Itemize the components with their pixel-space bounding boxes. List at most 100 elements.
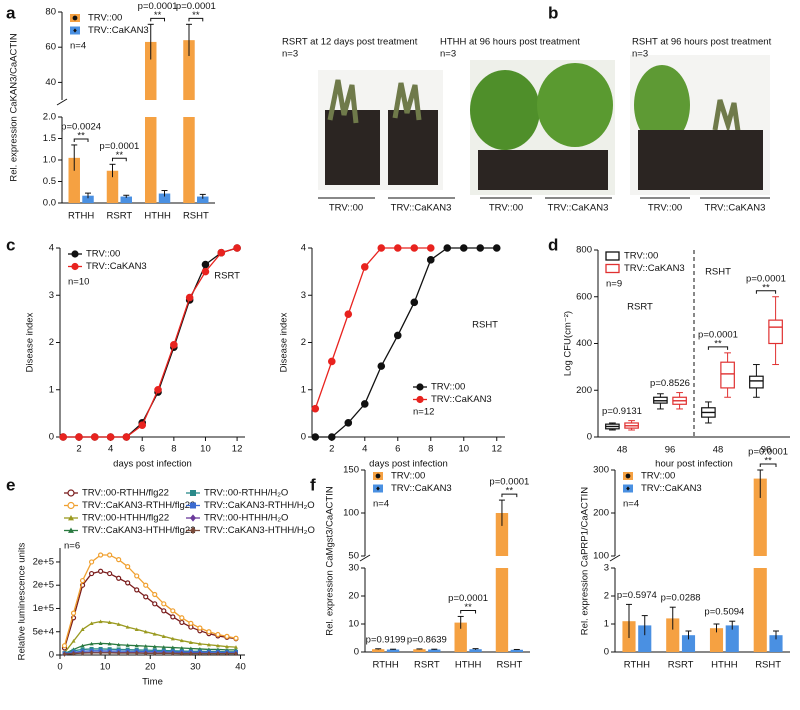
p-value: p=0.0001	[138, 1, 178, 12]
photo-caption: HTHH at 96 hours post treatment	[440, 37, 580, 48]
data-point	[170, 614, 176, 620]
x-tick-label: 10	[200, 444, 211, 455]
p-value: p=0.9199	[366, 634, 406, 645]
x-tick-label: RSRT	[414, 660, 440, 671]
group-label: RSRT	[627, 302, 653, 313]
legend-marker	[190, 490, 196, 496]
y-tick-label: 0	[49, 650, 54, 661]
data-point	[206, 642, 211, 647]
p-value: p=0.0024	[61, 121, 101, 132]
x-tick-label: 8	[171, 444, 176, 455]
sample-size: n=4	[373, 499, 389, 510]
data-point	[161, 645, 166, 649]
significance-bracket	[460, 609, 477, 614]
legend-marker	[71, 250, 79, 258]
data-point	[185, 293, 194, 302]
significance-stars: **	[762, 282, 770, 293]
x-tick-label: 4	[362, 444, 367, 455]
series-line	[315, 247, 497, 438]
y-tick-label: 100	[593, 551, 609, 562]
y-tick-label: 1e+5	[33, 603, 54, 614]
data-point	[138, 421, 147, 429]
x-tick-label: 10	[458, 444, 469, 455]
photo-caption: RSRT at 12 days post treatment	[282, 37, 418, 48]
data-point	[98, 619, 103, 624]
pot	[638, 130, 763, 190]
y-tick-label: 0.0	[43, 198, 56, 209]
plant	[470, 70, 540, 150]
photo-label: TRV::CaKAN3	[548, 203, 609, 214]
bar	[753, 568, 767, 652]
x-tick-label: 12	[491, 444, 502, 455]
data-point	[116, 575, 122, 581]
sample-size: n=3	[632, 49, 648, 60]
box	[749, 375, 764, 389]
legend-marker	[73, 28, 77, 33]
y-axis-label: Rel. expression CaKAN3/CaACTIN	[9, 33, 20, 181]
annotation: RSHT	[472, 320, 498, 331]
y-tick-label: 2.0	[43, 112, 56, 123]
y-tick-label: 60	[45, 42, 56, 53]
legend-marker	[190, 502, 196, 509]
photo-caption: RSHT at 96 hours post treatment	[632, 37, 772, 48]
data-point	[161, 601, 167, 607]
data-point	[161, 650, 166, 656]
plant	[634, 65, 690, 145]
x-tick-label: RTHH	[624, 660, 650, 671]
y-tick-label: 2e+5	[33, 556, 54, 567]
x-tick-label: RSRT	[107, 211, 133, 222]
legend-label: TRV::CaKAN3-HTHH/flg22	[82, 525, 196, 536]
data-point	[79, 577, 86, 584]
data-point	[201, 267, 210, 276]
data-point	[134, 643, 139, 648]
photo-label: TRV::00	[648, 203, 682, 214]
data-point	[179, 651, 184, 657]
x-tick-label: 96	[665, 445, 676, 456]
data-point	[197, 625, 203, 631]
data-point	[89, 650, 94, 656]
p-value: p=0.0001	[176, 1, 216, 12]
legend-label: TRV::CaKAN3-RTHH/flg22	[82, 500, 195, 511]
p-value: p=0.0001	[698, 329, 738, 340]
x-tick-label: 8	[428, 444, 433, 455]
data-point	[215, 631, 221, 638]
x-tick-label: RTHH	[68, 211, 94, 222]
y-tick-label: 5e+4	[33, 626, 54, 637]
data-point	[410, 298, 419, 307]
data-point	[206, 651, 211, 657]
significance-bracket	[501, 493, 518, 498]
bar	[68, 157, 80, 203]
data-point	[233, 645, 238, 649]
y-tick-label: 1.5	[43, 133, 56, 144]
legend-marker	[67, 501, 75, 510]
significance-bracket	[707, 346, 729, 350]
bar	[82, 195, 94, 203]
y-tick-label: 4	[49, 243, 54, 254]
legend-marker	[376, 486, 380, 491]
axis-break	[56, 98, 68, 106]
bar	[183, 117, 195, 203]
data-point	[152, 644, 157, 649]
data-point	[393, 331, 402, 340]
x-tick-label: HTHH	[711, 660, 738, 671]
bar	[145, 41, 157, 100]
data-point	[476, 244, 485, 252]
x-tick-label: RSHT	[183, 211, 209, 222]
legend-marker	[625, 473, 631, 479]
sample-size: n=9	[606, 279, 622, 290]
data-point	[217, 248, 226, 257]
data-point	[107, 620, 112, 625]
significance-stars: **	[714, 338, 722, 349]
x-tick-label: 4	[108, 444, 113, 455]
pot	[388, 110, 438, 185]
box	[768, 319, 783, 345]
data-point	[134, 650, 139, 656]
data-point	[88, 570, 95, 577]
data-point	[90, 433, 99, 441]
bar	[681, 635, 696, 652]
data-point	[98, 568, 104, 574]
panel-label: c	[6, 235, 15, 254]
data-point	[107, 552, 113, 558]
data-point	[426, 244, 435, 252]
